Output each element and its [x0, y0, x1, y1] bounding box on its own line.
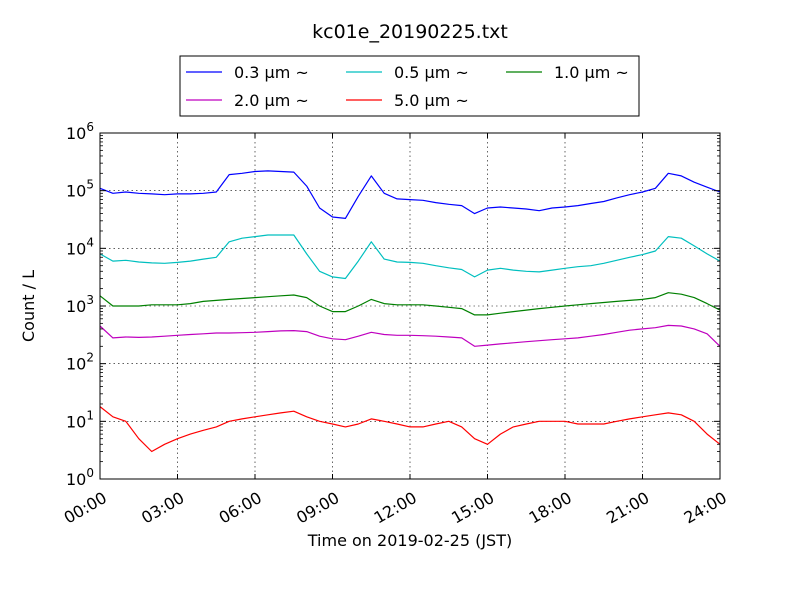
series-line-3 [99, 324, 721, 347]
x-tick-label: 18:00 [526, 488, 575, 528]
legend-label: 0.3 μm ~ [234, 63, 309, 82]
x-axis-title: Time on 2019-02-25 (JST) [307, 531, 512, 550]
legend-label: 1.0 μm ~ [554, 63, 629, 82]
x-tick-label: 21:00 [603, 488, 652, 528]
ticks [99, 132, 721, 480]
x-tick-label: 03:00 [138, 488, 187, 528]
y-tick-label: 105 [66, 178, 94, 201]
legend-box [179, 55, 640, 117]
y-tick-label: 101 [66, 408, 94, 431]
x-tick-label: 12:00 [371, 488, 420, 528]
y-tick-label: 102 [66, 351, 94, 374]
series-line-2 [99, 292, 721, 316]
x-tick-label: 06:00 [216, 488, 265, 528]
y-axis-title: Count / L [19, 270, 38, 342]
chart-title: kc01e_20190225.txt [312, 21, 508, 43]
legend-label: 5.0 μm ~ [394, 91, 469, 110]
y-tick-label: 104 [66, 235, 94, 258]
series-line-4 [99, 406, 721, 453]
x-tick-label: 24:00 [681, 488, 730, 528]
x-tick-label: 09:00 [293, 488, 342, 528]
x-tick-label: 00:00 [61, 488, 110, 528]
series-line-0 [99, 170, 721, 219]
series-line-1 [99, 234, 721, 280]
legend-label: 2.0 μm ~ [234, 91, 309, 110]
y-tick-labels: 100 101 102 103 104 105 106 [66, 120, 94, 489]
y-tick-label: 106 [66, 120, 94, 143]
x-tick-label: 15:00 [448, 488, 497, 528]
y-tick-label: 100 [66, 466, 94, 489]
legend: 0.3 μm ~ 0.5 μm ~ 1.0 μm ~ 2.0 μm ~ 5.0 μm ~ [179, 55, 640, 117]
legend-label: 0.5 μm ~ [394, 63, 469, 82]
x-tick-labels: 00:00 03:00 06:00 09:00 12:00 15:00 18:00 21:00… [61, 488, 730, 528]
y-tick-label: 103 [66, 293, 94, 316]
plot-series [99, 170, 721, 453]
